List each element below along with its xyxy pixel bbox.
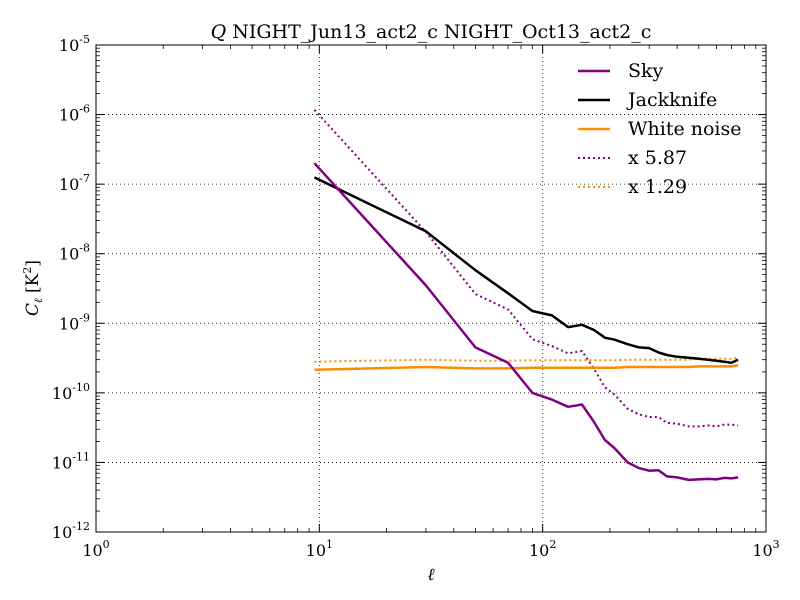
y-tick-label-exponent: -8 [79, 242, 90, 255]
y-tick-label-base: 10 [59, 245, 79, 264]
legend: Sky Jackknife White noise x 5.87 x 1.29 [578, 60, 742, 198]
y-tick-label: 10-7 [59, 172, 90, 194]
y-tick-label: 10-8 [59, 242, 90, 264]
y-tick-label-exponent: -9 [79, 311, 90, 324]
chart-title: Q NIGHT_Jun13_act2_c NIGHT_Oct13_act2_c [211, 21, 652, 43]
y-tick-label: 10-12 [52, 520, 90, 542]
y-tick-label: 10-6 [59, 103, 90, 125]
x-tick-label: 100 [82, 538, 109, 560]
series-line-x-5-87 [313, 109, 739, 428]
chart-title-variable: Q [211, 21, 227, 43]
y-axis-label-unit-end: ] [23, 260, 43, 267]
x-tick-label-exponent: 3 [773, 538, 780, 551]
y-axis-label-unit-sup: 2 [21, 267, 34, 274]
y-tick-label-exponent: -5 [79, 33, 90, 46]
y-tick-label-exponent: -10 [72, 381, 90, 394]
x-tick-label-base: 10 [82, 541, 102, 560]
y-tick-label-base: 10 [52, 453, 72, 472]
x-tick-label: 101 [306, 538, 333, 560]
x-tick-label-exponent: 0 [103, 538, 110, 551]
y-axis-label-unit: [K [23, 273, 43, 298]
x-tick-label: 103 [752, 538, 779, 560]
series-line-white-noise [314, 363, 739, 371]
y-tick-label-exponent: -12 [72, 520, 90, 533]
legend-label-x-1-29: x 1.29 [628, 176, 687, 198]
x-tick-label: 102 [529, 538, 556, 560]
y-tick-label-base: 10 [52, 523, 72, 542]
y-tick-label: 10-5 [59, 33, 90, 55]
y-tick-label-base: 10 [59, 106, 79, 125]
x-tick-label-base: 10 [306, 541, 326, 560]
y-tick-label-exponent: -7 [79, 172, 90, 185]
x-tick-label-exponent: 1 [326, 538, 333, 551]
y-tick-label: 10-9 [59, 311, 90, 333]
series-group [313, 109, 739, 482]
y-axis-label-main: C [23, 303, 43, 316]
y-tick-label-base: 10 [59, 36, 79, 55]
y-tick-label: 10-10 [52, 381, 90, 403]
x-tick-label-base: 10 [529, 541, 549, 560]
chart-title-text: NIGHT_Jun13_act2_c NIGHT_Oct13_act2_c [226, 21, 651, 43]
y-tick-label-base: 10 [59, 175, 79, 194]
x-axis-label: ℓ [427, 565, 434, 585]
y-tick-label-exponent: -6 [79, 103, 90, 116]
y-tick-label-base: 10 [59, 314, 79, 333]
y-axis-label-sub: ℓ [32, 298, 45, 303]
y-tick-label-exponent: -11 [72, 450, 90, 463]
plot-frame [95, 44, 767, 533]
legend-label-x-5-87: x 5.87 [628, 147, 687, 169]
y-axis-label: Cℓ [K2] [21, 260, 45, 316]
y-tick-label-base: 10 [52, 384, 72, 403]
ticks-group: 100 101 102 10310-1210-1110-1010-910-810-71… [52, 33, 780, 560]
legend-label-white-noise: White noise [628, 118, 742, 140]
y-tick-label: 10-11 [52, 450, 90, 472]
x-tick-label-base: 10 [752, 541, 772, 560]
series-line-jackknife [313, 176, 739, 365]
legend-label-jackknife: Jackknife [626, 89, 717, 111]
series-line-sky [313, 162, 739, 482]
x-tick-label-exponent: 2 [549, 538, 556, 551]
legend-label-sky: Sky [628, 60, 664, 82]
